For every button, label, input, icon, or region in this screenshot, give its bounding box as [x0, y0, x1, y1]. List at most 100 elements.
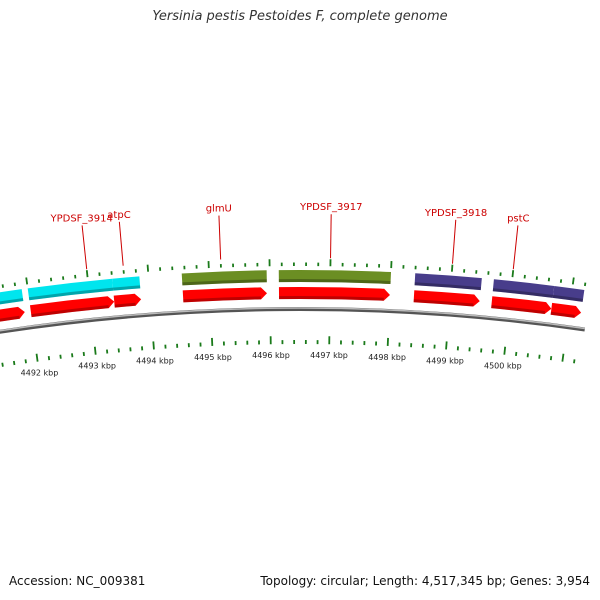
cds-arrow-body: [29, 296, 115, 318]
outer-major-tick: [450, 264, 454, 272]
feature-bar: [0, 289, 24, 305]
cds-arrow: [182, 287, 267, 303]
cds-arrow: [0, 306, 25, 322]
feature-shade: [112, 285, 141, 291]
backbone-layer: [0, 307, 586, 334]
gene-leader-line: [118, 221, 124, 266]
inner-major-tick: [152, 341, 155, 350]
feature-shade: [182, 279, 267, 286]
feature-cyan: [27, 278, 114, 301]
outer-major-tick: [511, 270, 515, 278]
backbone: [0, 307, 586, 332]
outer-major-tick: [146, 264, 150, 272]
inner-major-tick: [93, 346, 97, 355]
cds-arrow-body: [278, 287, 390, 301]
outer-major-tick: [571, 277, 575, 285]
inner-minor-tick: [549, 356, 553, 361]
feature-bar: [492, 279, 555, 298]
gene-label: atpC: [107, 210, 130, 221]
cds-arrow-shade: [183, 296, 262, 303]
cds-arrow-shade: [114, 302, 136, 308]
inner-major-tick: [503, 346, 507, 355]
kbp-tick-label: 4500 kbp: [484, 362, 522, 371]
cds-arrow-body: [413, 290, 480, 307]
cds-arrow-shade: [31, 305, 109, 318]
kbp-tick-label: 4492 kbp: [21, 369, 59, 378]
gene-label: YPDSF_3917: [299, 202, 362, 213]
map-title: Yersinia pestis Pestoides F, complete ge…: [152, 9, 448, 24]
gene-leader-line: [451, 219, 457, 264]
cds-arrow-shade: [0, 315, 20, 322]
cds-arrow-body: [113, 293, 142, 308]
feature-bar: [181, 270, 267, 286]
kbp-layer: 4492 kbp 4493 kbp 4494 kbp 4495 kbp 4496 kbp…: [21, 351, 522, 377]
cds-arrow: [413, 290, 480, 307]
feature-green: [181, 270, 267, 286]
inner-minor-tick: [24, 359, 27, 364]
feature-shade: [492, 288, 554, 298]
gene-label: YPDSF_3918: [424, 208, 487, 219]
kbp-tick-label: 4495 kbp: [194, 353, 232, 362]
cds-arrow: [278, 287, 390, 301]
gene-label: pstC: [507, 213, 529, 224]
feature-cyan: [0, 289, 24, 305]
cds-arrow-shade: [550, 311, 575, 318]
gene-leader-line: [512, 225, 519, 270]
feature-bar: [27, 278, 114, 301]
kbp-tick-label: 4496 kbp: [252, 351, 290, 360]
inner-major-tick: [35, 353, 39, 362]
inner-minor-tick: [47, 356, 51, 361]
inner-minor-tick: [1, 362, 4, 367]
cds-arrow: [491, 296, 552, 315]
kbp-tick-label: 4493 kbp: [78, 362, 116, 371]
gene-leader-line: [218, 215, 222, 260]
feature-layer: [0, 270, 585, 305]
feature-bar: [112, 276, 141, 291]
cds-arrow-shade: [491, 305, 546, 315]
feature-shade: [414, 282, 482, 291]
cds-arrow-body: [0, 306, 25, 322]
cds-arrow-body: [491, 296, 552, 315]
inner-major-tick: [561, 353, 565, 362]
feature-shade: [552, 294, 584, 302]
outer-major-tick: [85, 270, 89, 278]
inner-minor-tick: [573, 359, 576, 364]
feature-bar: [552, 285, 585, 302]
feature-purple: [414, 273, 482, 291]
cds-arrow-body: [182, 287, 267, 303]
outer-major-tick: [25, 277, 29, 285]
kbp-tick-label: 4499 kbp: [426, 356, 464, 365]
feature-green: [278, 270, 392, 285]
feature-bar: [278, 270, 392, 285]
gene-leader-line: [81, 225, 88, 270]
gene-label: glmU: [206, 204, 232, 215]
cds-layer: [0, 287, 582, 322]
cds-arrow-shade: [279, 296, 384, 301]
outer-minor-tick: [1, 284, 4, 288]
cds-arrow: [113, 293, 142, 308]
inner-major-tick: [445, 341, 448, 350]
inner-minor-tick: [12, 360, 16, 366]
feature-purple: [552, 285, 585, 302]
feature-shade: [278, 279, 391, 285]
feature-cyan: [112, 276, 141, 291]
backbone-shadow: [0, 307, 586, 334]
cds-arrow-body: [550, 302, 582, 318]
gene-label: YPDSF_3914: [49, 213, 112, 224]
tick-layer: [1, 259, 587, 367]
feature-shade: [28, 287, 114, 301]
kbp-tick-label: 4498 kbp: [368, 353, 406, 362]
feature-bar: [414, 273, 482, 291]
feature-shade: [0, 298, 24, 305]
gene-leader-line: [330, 214, 332, 259]
cds-arrow: [550, 302, 582, 318]
feature-purple: [492, 279, 555, 298]
cds-arrow: [29, 296, 115, 318]
accession-text: Accession: NC_009381: [9, 574, 146, 588]
kbp-tick-label: 4497 kbp: [310, 351, 348, 360]
kbp-tick-label: 4494 kbp: [136, 356, 174, 365]
genome-summary: Topology: circular; Length: 4,517,345 bp…: [260, 574, 590, 588]
cds-arrow-shade: [413, 299, 474, 307]
